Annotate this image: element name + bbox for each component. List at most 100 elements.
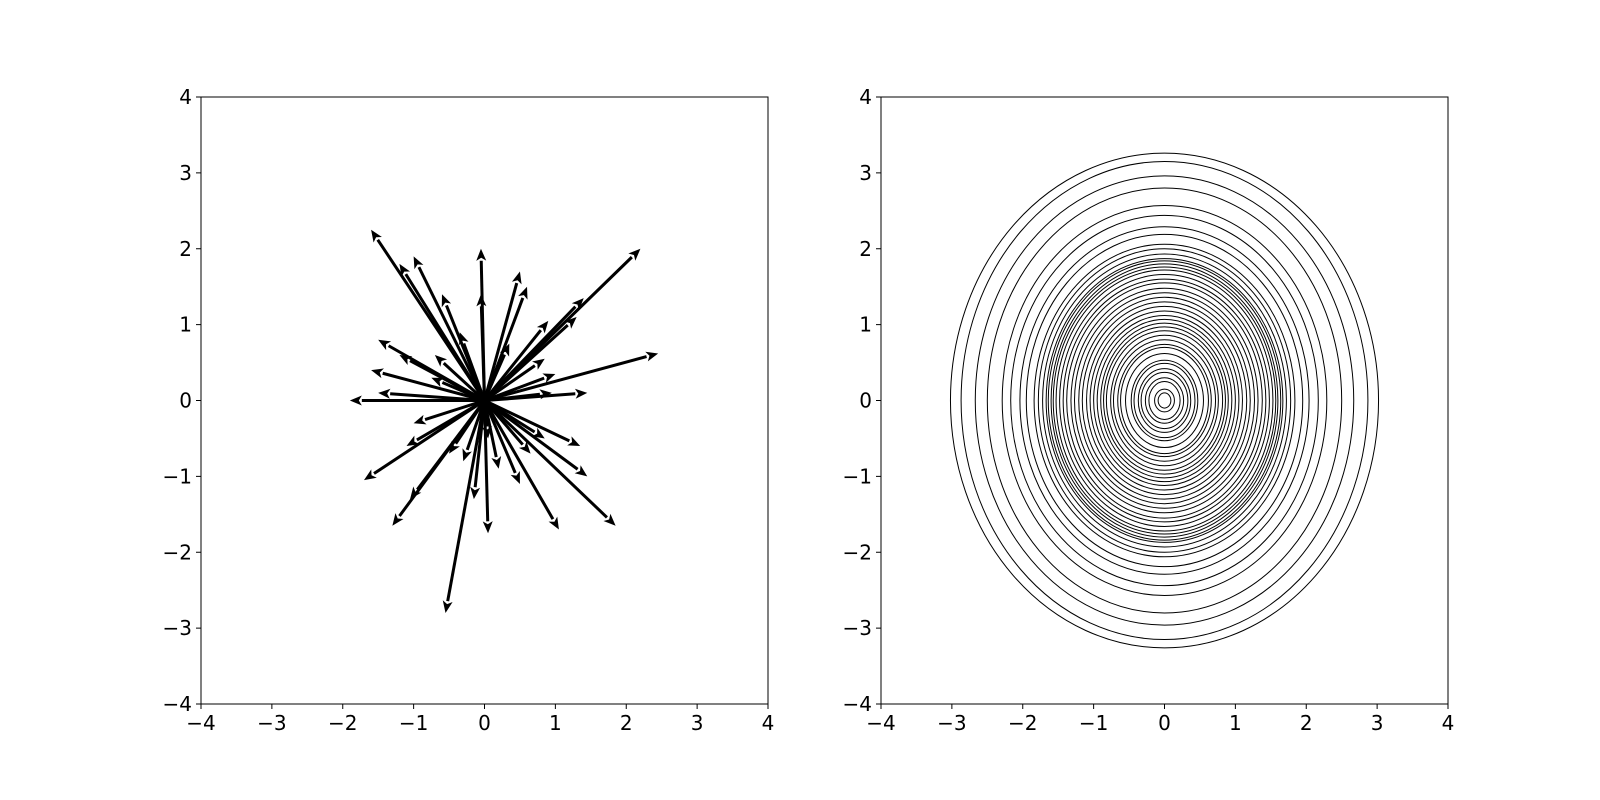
- vector-shaft: [484, 392, 541, 402]
- vector-head: [564, 317, 577, 329]
- vector-shaft: [473, 400, 486, 488]
- vector-head: [482, 521, 493, 534]
- vector-head: [571, 298, 584, 311]
- vector-shaft: [446, 400, 486, 602]
- vector-shaft: [483, 297, 525, 402]
- contour-ring: [1042, 253, 1287, 548]
- vector-head: [410, 486, 422, 500]
- contour-ring: [1045, 258, 1284, 543]
- vector-shaft: [390, 392, 485, 402]
- contour-ring: [1148, 381, 1181, 420]
- vector-arrow: [483, 317, 577, 402]
- vector-shaft: [483, 400, 489, 427]
- contour-y-tick-label: 0: [859, 389, 872, 413]
- vector-shaft: [465, 400, 486, 451]
- quiver-y-tick-label: −1: [163, 464, 192, 488]
- vector-arrow: [484, 389, 552, 402]
- contour-ring: [1055, 269, 1274, 532]
- quiver-x-tick-label: 0: [478, 711, 491, 735]
- vector-head: [349, 395, 362, 406]
- vector-arrow: [483, 399, 616, 526]
- vector-shaft: [484, 355, 647, 402]
- contour-ring: [1096, 318, 1233, 483]
- vector-shaft: [416, 399, 486, 442]
- vector-shaft: [424, 399, 485, 422]
- vector-arrow: [484, 351, 659, 402]
- contour-ring: [1010, 214, 1319, 587]
- contour-y-tick-label: 3: [859, 161, 872, 185]
- vector-arrow: [441, 294, 486, 402]
- vector-head: [431, 377, 445, 388]
- contour-x-tick-label: −1: [1079, 711, 1108, 735]
- contour-x-tick-label: 1: [1229, 711, 1242, 735]
- contour-y-tick-label: −1: [843, 464, 872, 488]
- vector-shaft: [483, 323, 569, 402]
- contour-ring: [1144, 377, 1185, 424]
- quiver-x-tick-label: −1: [399, 711, 428, 735]
- contour-ring: [1117, 343, 1212, 458]
- quiver-y-tick-label: 1: [179, 313, 192, 337]
- vector-head: [378, 388, 391, 399]
- vector-head: [574, 388, 588, 399]
- vector-shaft: [382, 371, 485, 402]
- contour-x-tick-label: 2: [1300, 711, 1313, 735]
- vector-head: [511, 271, 522, 285]
- vector-head: [371, 229, 382, 243]
- contour-ring: [960, 160, 1369, 641]
- vector-arrow: [483, 286, 528, 402]
- contour-y-tick-label: −3: [843, 616, 872, 640]
- contour-ring: [1081, 301, 1248, 500]
- vector-arrow: [483, 320, 549, 402]
- vector-arrow: [481, 400, 492, 439]
- quiver-x-tick-label: −2: [328, 711, 357, 735]
- vector-head: [392, 513, 404, 526]
- quiver-x-axis: −4 −3 −2 −1 0 1 2 3 4: [186, 704, 774, 735]
- contour-ring: [1112, 339, 1217, 462]
- contour-y-tick-label: 1: [859, 313, 872, 337]
- vector-arrow: [470, 400, 486, 500]
- vector-head: [518, 286, 528, 300]
- quiver-plot-area: [349, 229, 659, 613]
- vector-shaft: [483, 399, 608, 519]
- vector-arrow: [431, 377, 486, 402]
- vector-head: [532, 358, 545, 370]
- vector-arrow: [483, 373, 556, 402]
- contour-ring: [1100, 322, 1229, 479]
- vector-arrow: [371, 368, 485, 402]
- contour-ring: [1078, 296, 1251, 505]
- contour-x-axis: −4 −3 −2 −1 0 1 2 3 4: [866, 704, 1454, 735]
- vector-shaft: [416, 399, 486, 491]
- vector-shaft: [483, 329, 542, 402]
- contour-ring: [1070, 287, 1259, 514]
- vector-head: [462, 448, 472, 462]
- vector-arrow: [413, 256, 486, 402]
- contour-ring: [1073, 292, 1256, 509]
- vector-head: [476, 294, 487, 307]
- quiver-y-tick-label: −3: [163, 616, 192, 640]
- vector-shaft: [483, 364, 536, 402]
- vector-arrow: [462, 400, 486, 462]
- quiver-x-tick-label: 2: [620, 711, 633, 735]
- quiver-x-tick-label: 3: [691, 711, 704, 735]
- vector-head: [406, 435, 420, 447]
- quiver-y-tick-label: 2: [179, 237, 192, 261]
- quiver-y-tick-label: −2: [163, 540, 192, 564]
- vector-head: [603, 513, 616, 526]
- contour-ring: [1137, 368, 1192, 433]
- vector-shaft: [483, 376, 545, 402]
- contour-ring: [1019, 226, 1310, 575]
- contour-ring: [1047, 260, 1282, 541]
- contour-ring: [1089, 310, 1240, 491]
- vector-head: [548, 516, 559, 530]
- vector-shaft: [483, 399, 536, 434]
- contour-ring: [1125, 352, 1204, 449]
- contour-x-tick-label: 4: [1442, 711, 1455, 735]
- quiver-x-tick-label: −3: [257, 711, 286, 735]
- vector-arrow: [434, 354, 486, 402]
- contour-ring: [1157, 392, 1172, 409]
- vector-head: [476, 248, 487, 261]
- vector-arrow: [483, 358, 545, 402]
- quiver-y-tick-label: 4: [179, 85, 192, 109]
- contour-ring: [1130, 359, 1199, 442]
